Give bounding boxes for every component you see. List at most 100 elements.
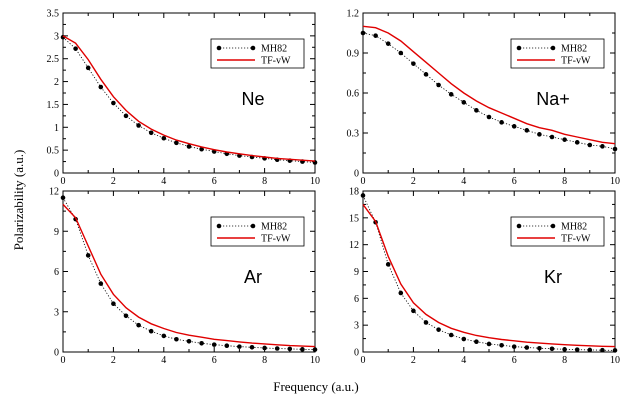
y-tick-label: 0.5: [47, 146, 60, 157]
x-tick-label: 2: [111, 355, 116, 366]
plot-frame: [362, 190, 616, 353]
data-point-mh82: [111, 100, 116, 106]
data-point-mh82: [587, 142, 593, 148]
x-tick-label: 8: [262, 176, 267, 187]
data-point-mh82: [411, 61, 416, 66]
series-line-tfvw: [362, 203, 616, 348]
series-line-tfvw: [62, 35, 316, 162]
data-point-mh82: [161, 135, 167, 141]
legend-marker-mh82: [216, 223, 222, 229]
data-point-mh82: [411, 308, 416, 314]
legend-box: [210, 38, 305, 69]
data-point-mh82: [461, 336, 467, 342]
legend-label-mh82: MH82: [261, 44, 287, 55]
x-tick-label: 10: [610, 176, 620, 187]
data-point-mh82: [587, 347, 593, 353]
data-point-mh82: [373, 33, 378, 38]
data-point-mh82: [136, 322, 141, 328]
data-point-mh82: [524, 345, 530, 350]
x-tick-label: 4: [461, 176, 466, 187]
y-tick-label: 3: [54, 307, 59, 318]
legend-marker-mh82: [516, 45, 522, 51]
y-tick-label: 0.6: [347, 89, 360, 100]
data-point-mh82: [186, 338, 192, 344]
x-tick-label: 8: [262, 355, 267, 366]
legend-label-mh82: MH82: [561, 44, 587, 55]
data-point-mh82: [398, 50, 404, 56]
data-point-mh82: [511, 344, 517, 349]
x-tick-label: 4: [161, 355, 166, 366]
data-point-mh82: [274, 346, 280, 351]
x-tick-label: 10: [610, 355, 620, 366]
x-tick-label: 2: [411, 355, 416, 366]
series-line-mh82: [362, 32, 616, 150]
x-tick-label: 0: [61, 355, 66, 366]
data-point-mh82: [448, 332, 454, 338]
data-point-mh82: [123, 313, 129, 319]
y-tick-label: 18: [349, 187, 359, 198]
data-point-mh82: [436, 327, 441, 332]
data-point-mh82: [612, 146, 618, 152]
y-axis-label: Polarizability (a.u.): [11, 150, 26, 251]
series-line-tfvw: [62, 203, 316, 348]
legend-marker-mh82: [516, 223, 522, 229]
data-point-mh82: [486, 341, 492, 347]
x-tick-label: 8: [562, 176, 567, 187]
x-tick-label: 2: [111, 176, 116, 187]
data-point-mh82: [385, 262, 391, 267]
data-point-mh82: [211, 342, 217, 347]
data-point-mh82: [461, 100, 467, 105]
x-tick-label: 10: [310, 355, 320, 366]
data-point-mh82: [300, 347, 305, 352]
y-tick-label: 0.9: [347, 49, 360, 60]
data-point-mh82: [60, 195, 66, 201]
y-tick-label: 12: [349, 240, 359, 251]
data-point-mh82: [537, 132, 542, 137]
y-tick-label: 9: [354, 267, 359, 278]
plot-frame: [62, 12, 316, 174]
x-axis-label: Frequency (a.u.): [273, 379, 359, 394]
x-tick-label: 6: [512, 176, 517, 187]
data-point-mh82: [600, 347, 605, 353]
legend-label-mh82: MH82: [561, 222, 587, 233]
x-tick-label: 6: [512, 355, 517, 366]
x-tick-label: 10: [310, 176, 320, 187]
y-tick-label: 0: [354, 169, 359, 180]
x-tick-label: 0: [361, 176, 366, 187]
y-tick-label: 3: [354, 321, 359, 332]
y-tick-label: 1.5: [47, 100, 60, 111]
x-tick-label: 6: [212, 355, 217, 366]
data-point-mh82: [474, 339, 479, 345]
data-point-mh82: [448, 92, 454, 97]
plot-frame: [62, 190, 316, 353]
legend-marker-mh82: [550, 45, 556, 51]
data-point-mh82: [262, 345, 267, 351]
element-label: Ar: [244, 267, 262, 287]
data-point-mh82: [111, 301, 116, 307]
data-point-mh82: [312, 347, 318, 352]
element-label: Na+: [536, 89, 570, 109]
legend-marker-mh82: [550, 223, 556, 229]
data-point-mh82: [499, 120, 504, 125]
data-point-mh82: [574, 140, 580, 145]
y-tick-label: 2: [54, 77, 59, 88]
data-point-mh82: [85, 65, 91, 71]
data-point-mh82: [199, 340, 204, 346]
data-point-mh82: [486, 114, 492, 120]
element-label: Kr: [544, 267, 562, 287]
x-tick-label: 4: [461, 355, 466, 366]
y-tick-label: 3: [54, 31, 59, 42]
y-tick-label: 0: [354, 348, 359, 359]
data-point-mh82: [423, 72, 429, 77]
series-line-tfvw: [362, 25, 616, 145]
y-tick-label: 1: [54, 123, 59, 134]
data-point-mh82: [612, 348, 618, 353]
legend-label-tfvw: TF-vW: [561, 56, 591, 67]
y-tick-label: 6: [354, 294, 359, 305]
data-point-mh82: [73, 46, 78, 51]
